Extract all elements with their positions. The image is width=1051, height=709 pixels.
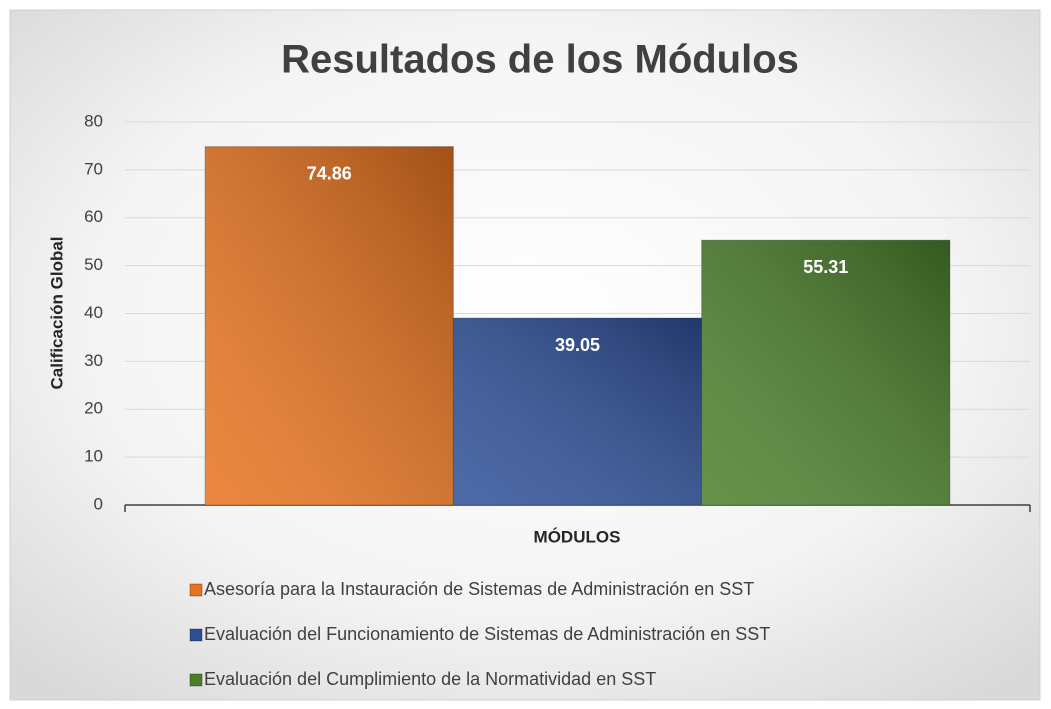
y-tick-label: 80 <box>84 111 103 130</box>
legend-label: Asesoría para la Instauración de Sistema… <box>204 579 754 599</box>
y-tick-label: 20 <box>84 399 103 418</box>
bar-shade <box>205 146 454 505</box>
y-tick-label: 50 <box>84 255 103 274</box>
y-tick-label: 30 <box>84 351 103 370</box>
data-label: 74.86 <box>307 163 352 183</box>
y-axis-label: Calificación Global <box>47 236 66 389</box>
x-axis-label: MÓDULOS <box>534 527 621 546</box>
legend-swatch <box>189 583 203 597</box>
legend-label: Evaluación del Funcionamiento de Sistema… <box>204 624 770 644</box>
chart-title: Resultados de los Módulos <box>281 38 799 82</box>
data-label: 39.05 <box>555 335 600 355</box>
y-tick-label: 0 <box>94 494 103 513</box>
legend-swatch <box>189 628 203 642</box>
legend-label: Evaluación del Cumplimiento de la Normat… <box>204 669 656 689</box>
data-label: 55.31 <box>803 257 848 277</box>
bar-shade <box>701 240 950 505</box>
legend-swatch <box>189 673 203 687</box>
y-tick-label: 10 <box>84 447 103 466</box>
y-tick-label: 60 <box>84 207 103 226</box>
bar-shade <box>453 318 702 505</box>
y-tick-label: 40 <box>84 303 103 322</box>
y-tick-label: 70 <box>84 159 103 178</box>
